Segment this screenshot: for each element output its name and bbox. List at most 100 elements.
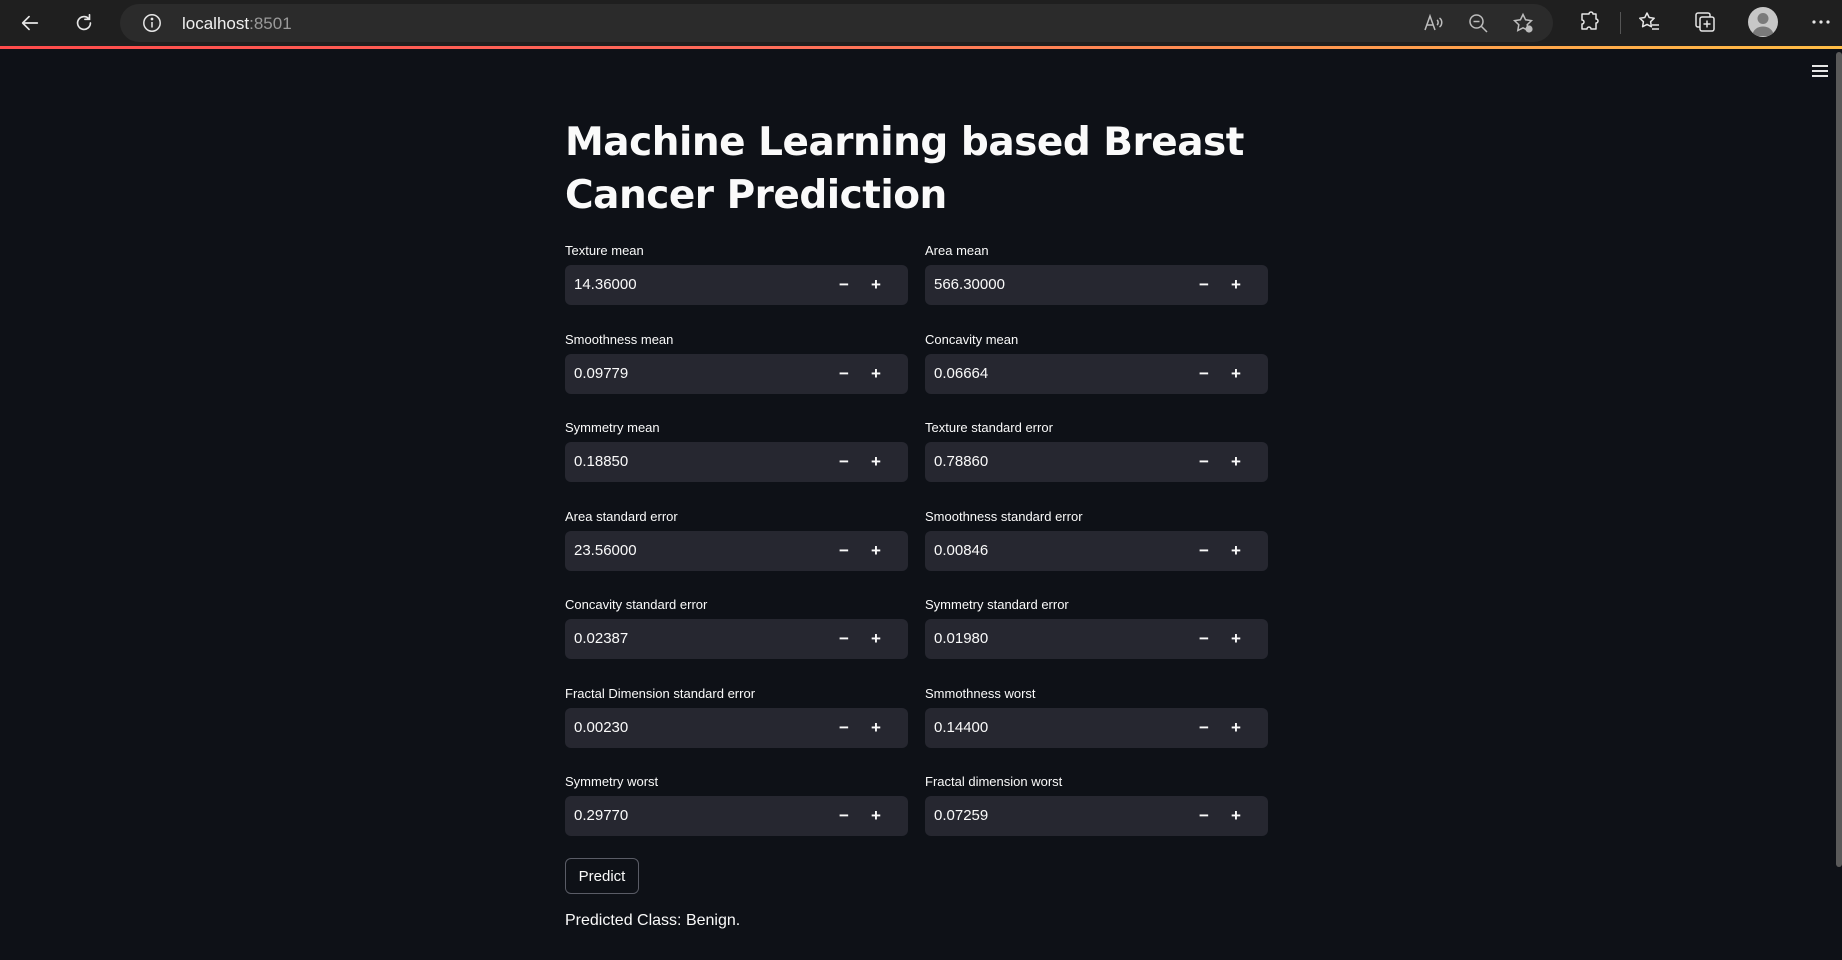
- decrement-button[interactable]: −: [1199, 364, 1209, 383]
- refresh-button[interactable]: [66, 5, 102, 41]
- increment-button[interactable]: +: [1231, 806, 1241, 825]
- field-value[interactable]: 566.30000: [934, 276, 1005, 293]
- increment-button[interactable]: +: [871, 364, 881, 383]
- more-button[interactable]: [1808, 9, 1834, 35]
- more-icon: [1812, 20, 1830, 24]
- toolbar-separator: [1620, 12, 1621, 34]
- field-value[interactable]: 0.09779: [574, 365, 629, 382]
- info-icon[interactable]: [142, 13, 162, 33]
- predict-button[interactable]: Predict: [565, 858, 639, 894]
- main-menu-icon[interactable]: [1810, 62, 1830, 80]
- address-bar[interactable]: localhost:8501: [120, 4, 1553, 42]
- smoothness-mean-input[interactable]: 0.09779 − +: [565, 354, 908, 394]
- fractal-dimension-standard-error-input[interactable]: 0.00230 − +: [565, 708, 908, 748]
- field-label: Symmetry worst: [565, 774, 659, 789]
- field-label: Texture mean: [565, 243, 644, 258]
- profile-avatar-icon[interactable]: [1748, 7, 1778, 37]
- favorites-button[interactable]: [1636, 9, 1662, 35]
- browser-toolbar: localhost:8501: [0, 0, 1842, 46]
- smmothness-worst-input[interactable]: 0.14400 − +: [925, 708, 1268, 748]
- field-value[interactable]: 0.29770: [574, 807, 629, 824]
- increment-button[interactable]: +: [871, 806, 881, 825]
- decrement-button[interactable]: −: [839, 629, 849, 648]
- field-value[interactable]: 0.78860: [934, 453, 989, 470]
- decrement-button[interactable]: −: [839, 718, 849, 737]
- decrement-button[interactable]: −: [1199, 718, 1209, 737]
- back-arrow-icon: [21, 15, 39, 31]
- increment-button[interactable]: +: [1231, 275, 1241, 294]
- fractal-dimension-worst-input[interactable]: 0.07259 − +: [925, 796, 1268, 836]
- field-label: Fractal Dimension standard error: [565, 686, 756, 701]
- person-icon: [1752, 13, 1774, 36]
- url-port: :8501: [249, 14, 292, 33]
- field-value[interactable]: 0.14400: [934, 719, 989, 736]
- favorites-icon: [1639, 12, 1659, 30]
- symmetry-mean-input[interactable]: 0.18850 − +: [565, 442, 908, 482]
- field-label: Concavity standard error: [565, 597, 708, 612]
- concavity-mean-input[interactable]: 0.06664 − +: [925, 354, 1268, 394]
- smoothness-standard-error-input[interactable]: 0.00846 − +: [925, 531, 1268, 571]
- increment-button[interactable]: +: [871, 718, 881, 737]
- decrement-button[interactable]: −: [839, 452, 849, 471]
- decrement-button[interactable]: −: [1199, 275, 1209, 294]
- field-label: Symmetry standard error: [925, 597, 1069, 612]
- increment-button[interactable]: +: [871, 629, 881, 648]
- concavity-standard-error-input[interactable]: 0.02387 − +: [565, 619, 908, 659]
- prediction-result: Predicted Class: Benign.: [565, 912, 741, 929]
- field-label: Symmetry mean: [565, 420, 660, 435]
- refresh-icon: [76, 13, 92, 31]
- field-label: Area standard error: [565, 509, 678, 524]
- extensions-icon: [1581, 11, 1599, 30]
- field-label: Area mean: [925, 243, 989, 258]
- increment-button[interactable]: +: [871, 541, 881, 560]
- symmetry-worst-input[interactable]: 0.29770 − +: [565, 796, 908, 836]
- page-title: Machine Learning based Breast Cancer Pre…: [565, 120, 1244, 218]
- symmetry-standard-error-input[interactable]: 0.01980 − +: [925, 619, 1268, 659]
- field-label: Texture standard error: [925, 420, 1053, 435]
- increment-button[interactable]: +: [1231, 452, 1241, 471]
- field-label: Smmothness worst: [925, 686, 1036, 701]
- increment-button[interactable]: +: [1231, 541, 1241, 560]
- read-aloud-icon[interactable]: [1422, 12, 1444, 34]
- field-value[interactable]: 0.00846: [934, 542, 989, 559]
- field-label: Concavity mean: [925, 332, 1019, 347]
- field-label: Smoothness standard error: [925, 509, 1083, 524]
- area-standard-error-input[interactable]: 23.56000 − +: [565, 531, 908, 571]
- field-label: Smoothness mean: [565, 332, 674, 347]
- field-value[interactable]: 0.06664: [934, 365, 989, 382]
- texture-mean-input[interactable]: 14.36000 − +: [565, 265, 908, 305]
- decrement-button[interactable]: −: [839, 275, 849, 294]
- increment-button[interactable]: +: [1231, 629, 1241, 648]
- field-value[interactable]: 14.36000: [574, 276, 637, 293]
- decrement-button[interactable]: −: [1199, 806, 1209, 825]
- decrement-button[interactable]: −: [1199, 541, 1209, 560]
- field-value[interactable]: 0.01980: [934, 630, 989, 647]
- increment-button[interactable]: +: [871, 452, 881, 471]
- decrement-button[interactable]: −: [839, 541, 849, 560]
- field-value[interactable]: 0.00230: [574, 719, 629, 736]
- increment-button[interactable]: +: [1231, 718, 1241, 737]
- extensions-button[interactable]: [1576, 9, 1602, 35]
- zoom-out-icon[interactable]: [1467, 12, 1489, 34]
- field-value[interactable]: 0.18850: [574, 453, 629, 470]
- field-value[interactable]: 23.56000: [574, 542, 637, 559]
- field-value[interactable]: 0.07259: [934, 807, 989, 824]
- url-host: localhost: [182, 14, 250, 33]
- texture-standard-error-input[interactable]: 0.78860 − +: [925, 442, 1268, 482]
- favorite-add-icon[interactable]: [1512, 12, 1534, 34]
- scrollbar[interactable]: [1836, 52, 1842, 867]
- app-accent-bar: [0, 46, 1842, 49]
- back-button[interactable]: [12, 5, 48, 41]
- field-label: Fractal dimension worst: [925, 774, 1063, 789]
- decrement-button[interactable]: −: [839, 806, 849, 825]
- collections-button[interactable]: [1692, 9, 1718, 35]
- increment-button[interactable]: +: [1231, 364, 1241, 383]
- field-value[interactable]: 0.02387: [574, 630, 629, 647]
- area-mean-input[interactable]: 566.30000 − +: [925, 265, 1268, 305]
- collections-icon: [1695, 12, 1715, 32]
- increment-button[interactable]: +: [871, 275, 881, 294]
- decrement-button[interactable]: −: [839, 364, 849, 383]
- url-text[interactable]: localhost:8501: [182, 14, 292, 34]
- decrement-button[interactable]: −: [1199, 452, 1209, 471]
- decrement-button[interactable]: −: [1199, 629, 1209, 648]
